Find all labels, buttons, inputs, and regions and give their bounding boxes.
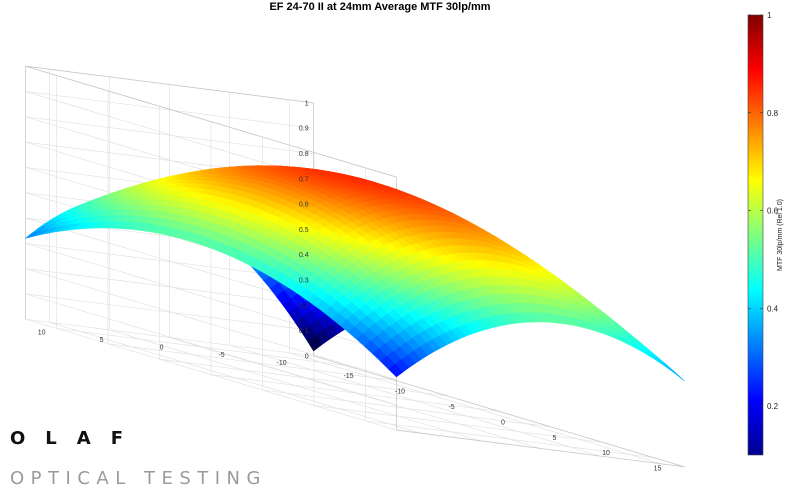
z-tick-label: 0.9 [299, 126, 309, 133]
colorbar: 0.2 0.4 0.6 0.8 1 MTF 30lp/mm (Rel 1.0) [747, 11, 784, 456]
z-tick-label: 0.4 [299, 252, 309, 259]
z-tick-label: 0.2 [299, 303, 309, 310]
y-tick-label: -5 [218, 352, 224, 359]
z-tick-label: 0.8 [299, 151, 309, 158]
y-tick-label: 5 [100, 337, 104, 344]
logo-optical-testing: OPTICAL TESTING [10, 468, 267, 489]
colorbar-tick-label: 1 [767, 11, 772, 20]
x-tick-label: -15 [343, 373, 353, 380]
x-tick-label: -10 [395, 389, 405, 396]
colorbar-label: MTF 30lp/mm (Rel 1.0) [777, 199, 784, 271]
surface-patch [25, 230, 41, 239]
colorbar-tick-label: 0.8 [767, 109, 779, 118]
y-tick-label: 10 [38, 329, 46, 336]
x-tick-label: 15 [654, 466, 662, 473]
colorbar-tick-label: 0.4 [767, 304, 779, 313]
colorbar-scale [747, 14, 764, 456]
x-tick-label: 0 [501, 419, 505, 426]
x-tick-label: 5 [553, 435, 557, 442]
colorbar-tick-label: 0.6 [767, 207, 779, 216]
z-tick-label: 0.3 [299, 278, 309, 285]
colorbar-tick-label: 0.2 [767, 402, 779, 411]
y-tick-label: -10 [277, 360, 287, 367]
logo-olaf: OLAF [10, 428, 143, 449]
z-tick-label: 1 [305, 100, 309, 107]
x-tick-label: 10 [602, 450, 610, 457]
z-tick-label: 0.1 [299, 328, 309, 335]
axis-tick-labels: 0 0.1 0.2 0.3 0.4 0.5 0.6 0.7 0.8 0.9 1 -10 -5 0 5 10 -1… [38, 100, 662, 472]
z-tick-label: 0.7 [299, 176, 309, 183]
z-tick-label: 0.6 [299, 202, 309, 209]
y-tick-label: 0 [160, 345, 164, 352]
mtf-surface [25, 165, 685, 382]
z-tick-label: 0.5 [299, 227, 309, 234]
z-tick-label: 0 [305, 353, 309, 360]
x-tick-label: -5 [448, 404, 454, 411]
chart-title: EF 24-70 II at 24mm Average MTF 30lp/mm [269, 1, 490, 13]
